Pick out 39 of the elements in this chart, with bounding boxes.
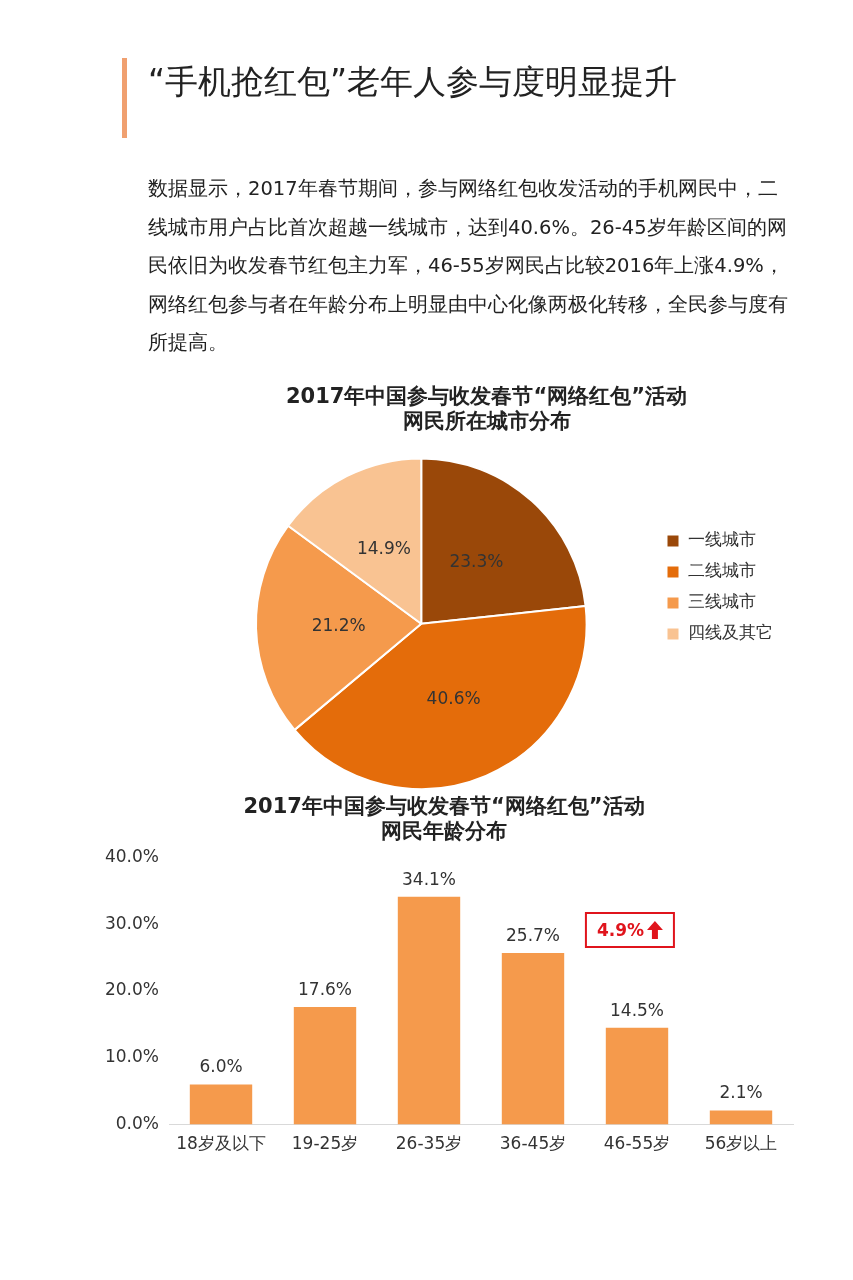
data-label: 14.9% [356, 538, 411, 559]
chart-title: 2017年中国参与收发春节“网络红包”活动 [243, 794, 645, 819]
data-label: 40.6% [426, 688, 481, 709]
x-tick-label: 19-25岁 [291, 1133, 359, 1154]
annotation: 4.9% [596, 920, 645, 940]
chart-subtitle: 网民所在城市分布 [402, 409, 571, 434]
callout-box: 4.9% [584, 912, 676, 948]
data-label: 14.5% [609, 999, 665, 1020]
x-tick-label: 36-45岁 [499, 1133, 567, 1154]
text: “手机抢红包”老年人参与度明显提升 [148, 61, 678, 103]
legend-label: 三线城市 [688, 591, 756, 612]
y-tick-label: 30.0% [104, 912, 159, 933]
x-tick-label: 46-55岁 [603, 1133, 671, 1154]
data-label: 17.6% [298, 978, 353, 999]
data-label: 2.1% [719, 1082, 763, 1103]
y-tick-label: 10.0% [104, 1046, 159, 1067]
chart-title: 2017年中国参与收发春节“网络红包”活动 [285, 384, 688, 409]
legend-label: 一线城市 [688, 529, 756, 550]
chart-subtitle: 网民年龄分布 [381, 819, 507, 844]
data-label: 6.0% [199, 1056, 243, 1077]
bar [605, 1027, 669, 1125]
bar [189, 1084, 253, 1125]
y-tick-label: 40.0% [104, 845, 159, 866]
bar [501, 952, 565, 1125]
x-tick-label: 26-35岁 [395, 1133, 463, 1154]
legend-label: 二线城市 [688, 560, 756, 581]
text: 数据显示，2017年春节期间，参与网络红包收发活动的手机网民中，二线城市用户占比首次超越一线城市，达到40.6%。26-45岁年龄区间的网民依旧为收发春节红包主力军，46-55岁网民占比较2016年上涨4.9%，网络红包参与者在年龄分布上明显由中心化像两极化转移，全民参与度有所提高。 [148, 176, 788, 356]
bar [293, 1007, 357, 1125]
y-tick-label: 0.0% [115, 1113, 159, 1134]
legend-label: 四线及其它 [688, 622, 773, 643]
bar [709, 1110, 773, 1125]
x-tick-label: 18岁及以下 [176, 1133, 266, 1154]
data-label: 25.7% [505, 924, 561, 945]
bar [397, 896, 461, 1125]
data-label: 34.1% [402, 868, 457, 889]
data-label: 23.3% [449, 550, 504, 571]
data-label: 21.2% [311, 614, 366, 635]
x-tick-label: 56岁以上 [704, 1133, 778, 1154]
y-tick-label: 20.0% [104, 979, 159, 1000]
